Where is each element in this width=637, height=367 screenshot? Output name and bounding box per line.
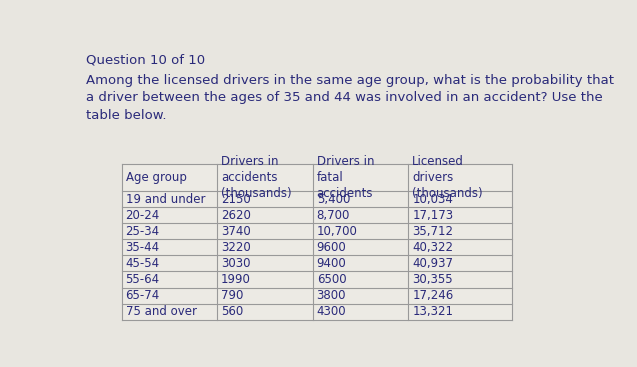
- Text: 75 and over: 75 and over: [125, 305, 197, 318]
- Text: 20-24: 20-24: [125, 209, 160, 222]
- Text: 1990: 1990: [221, 273, 251, 286]
- Text: 17,246: 17,246: [412, 289, 454, 302]
- Text: 560: 560: [221, 305, 243, 318]
- Text: 3220: 3220: [221, 241, 251, 254]
- Text: 35,712: 35,712: [412, 225, 453, 238]
- Text: Question 10 of 10: Question 10 of 10: [85, 54, 204, 67]
- Text: 40,937: 40,937: [412, 257, 453, 270]
- Text: 10,034: 10,034: [412, 193, 453, 206]
- Text: 9400: 9400: [317, 257, 347, 270]
- Text: 30,355: 30,355: [412, 273, 453, 286]
- Text: 2150: 2150: [221, 193, 251, 206]
- Text: 790: 790: [221, 289, 243, 302]
- Text: 10,700: 10,700: [317, 225, 357, 238]
- Text: 55-64: 55-64: [125, 273, 160, 286]
- Text: 3800: 3800: [317, 289, 346, 302]
- Text: 35-44: 35-44: [125, 241, 160, 254]
- Text: 6500: 6500: [317, 273, 347, 286]
- Text: 65-74: 65-74: [125, 289, 160, 302]
- Text: 45-54: 45-54: [125, 257, 160, 270]
- Text: Licensed
drivers
(thousands): Licensed drivers (thousands): [412, 155, 483, 200]
- Text: 5,400: 5,400: [317, 193, 350, 206]
- Text: 4300: 4300: [317, 305, 347, 318]
- Text: Age group: Age group: [125, 171, 187, 184]
- Text: 3030: 3030: [221, 257, 250, 270]
- Text: 2620: 2620: [221, 209, 251, 222]
- Text: 40,322: 40,322: [412, 241, 453, 254]
- Text: 19 and under: 19 and under: [125, 193, 205, 206]
- Text: Among the licensed drivers in the same age group, what is the probability that
a: Among the licensed drivers in the same a…: [85, 74, 613, 122]
- Text: 8,700: 8,700: [317, 209, 350, 222]
- Text: 25-34: 25-34: [125, 225, 160, 238]
- Text: 13,321: 13,321: [412, 305, 453, 318]
- Text: Drivers in
accidents
(thousands): Drivers in accidents (thousands): [221, 155, 292, 200]
- Text: 9600: 9600: [317, 241, 347, 254]
- Text: 3740: 3740: [221, 225, 251, 238]
- Text: 17,173: 17,173: [412, 209, 454, 222]
- Text: Drivers in
fatal
accidents: Drivers in fatal accidents: [317, 155, 374, 200]
